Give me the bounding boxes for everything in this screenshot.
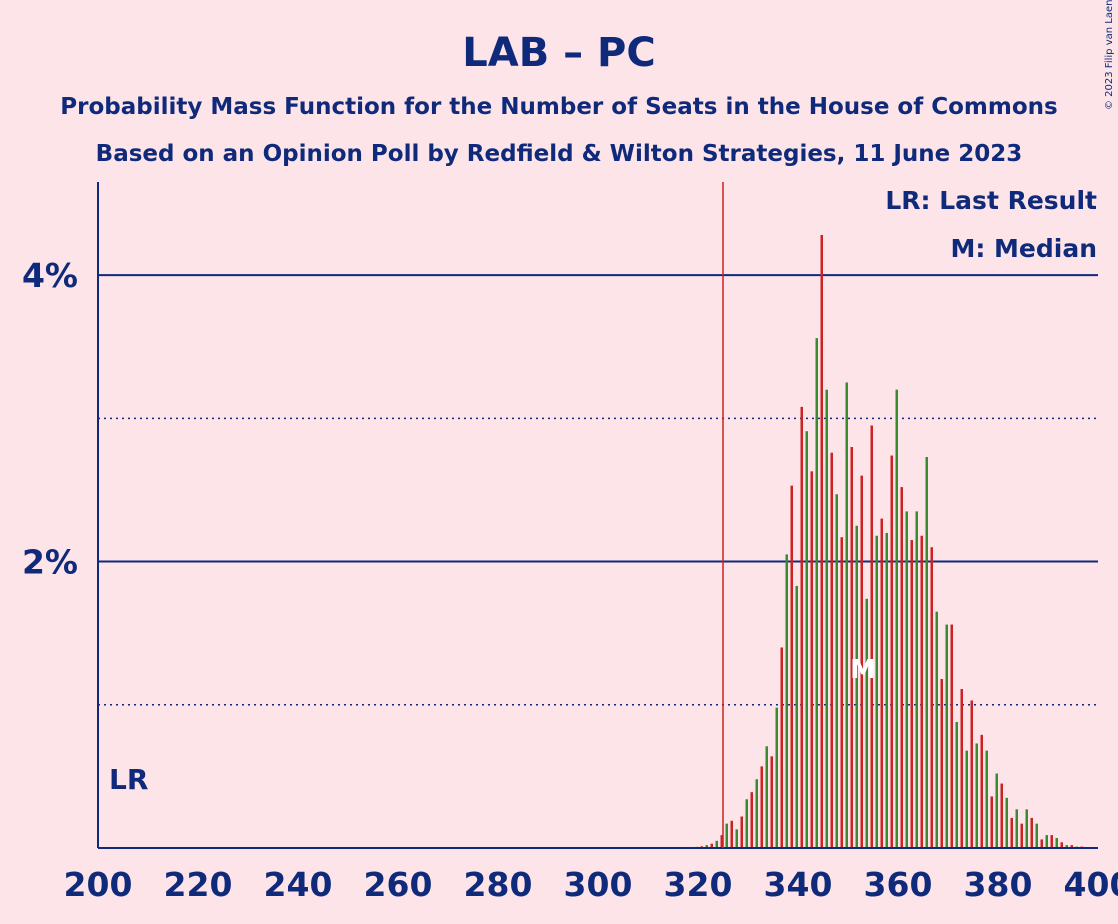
- bar: [1035, 823, 1038, 848]
- bar: [1000, 783, 1003, 848]
- bar: [820, 234, 823, 849]
- x-tick-label: 400: [1064, 865, 1118, 904]
- median-label: M: [850, 655, 876, 685]
- bar: [775, 707, 778, 848]
- copyright-text: © 2023 Filip van Laenen: [1104, 0, 1115, 110]
- x-tick-label: 300: [564, 865, 633, 904]
- bar: [860, 475, 863, 848]
- bar: [1020, 823, 1023, 848]
- bar: [705, 845, 708, 848]
- bar: [770, 756, 773, 848]
- bar: [910, 540, 913, 848]
- bar: [725, 823, 728, 848]
- chart-subtitle-1: Probability Mass Function for the Number…: [60, 94, 1057, 120]
- bar: [930, 547, 933, 848]
- bar: [845, 382, 848, 848]
- bars: [685, 234, 1098, 849]
- chart-subtitle-2: Based on an Opinion Poll by Redfield & W…: [96, 141, 1023, 167]
- y-tick-label: 2%: [22, 543, 78, 582]
- bar: [890, 455, 893, 848]
- x-tick-label: 220: [164, 865, 233, 904]
- bar: [920, 535, 923, 848]
- bar: [810, 471, 813, 848]
- bar: [915, 511, 918, 848]
- bar: [875, 535, 878, 848]
- bar: [735, 829, 738, 848]
- chart-title: LAB – PC: [462, 30, 655, 76]
- y-tick-label: 4%: [22, 256, 78, 295]
- bar: [995, 773, 998, 848]
- bar: [715, 840, 718, 848]
- bar: [885, 532, 888, 848]
- bar: [765, 746, 768, 848]
- bar: [785, 554, 788, 848]
- bar: [870, 425, 873, 848]
- bar: [755, 779, 758, 848]
- bar: [1060, 842, 1063, 848]
- axes: [97, 182, 1098, 849]
- bar: [865, 598, 868, 848]
- bar: [745, 799, 748, 848]
- bar: [1065, 845, 1068, 848]
- bar: [1015, 809, 1018, 848]
- bar: [950, 624, 953, 848]
- bar: [830, 452, 833, 848]
- bar: [740, 816, 743, 848]
- bar: [825, 389, 828, 848]
- bar: [760, 766, 763, 848]
- bar: [955, 721, 958, 848]
- bar: [990, 796, 993, 848]
- bar: [985, 750, 988, 848]
- bar: [1045, 835, 1048, 848]
- bar: [970, 700, 973, 848]
- x-tick-label: 380: [964, 865, 1033, 904]
- bar: [795, 585, 798, 848]
- bar: [895, 389, 898, 848]
- bar: [905, 511, 908, 848]
- bar: [850, 446, 853, 848]
- bar: [1055, 837, 1058, 848]
- bar: [750, 792, 753, 848]
- bar: [935, 611, 938, 848]
- bar: [835, 494, 838, 848]
- tick-labels: 200 220 240 260 280 300 320 340 360 380 400 2% 4%: [22, 256, 1118, 904]
- last-result-label: LR: [109, 763, 148, 796]
- bar: [925, 456, 928, 848]
- legend-last-result: LR: Last Result: [885, 186, 1097, 215]
- bar: [730, 820, 733, 848]
- bar: [975, 743, 978, 848]
- x-tick-label: 280: [464, 865, 533, 904]
- bar: [720, 835, 723, 848]
- bar: [1025, 809, 1028, 848]
- x-tick-label: 260: [364, 865, 433, 904]
- bar: [945, 624, 948, 848]
- bar: [790, 485, 793, 848]
- bar: [710, 843, 713, 848]
- bar: [880, 518, 883, 848]
- x-tick-label: 340: [764, 865, 833, 904]
- x-tick-label: 360: [864, 865, 933, 904]
- x-tick-label: 320: [664, 865, 733, 904]
- bar: [1005, 797, 1008, 848]
- bar: [780, 647, 783, 848]
- bar: [1040, 839, 1043, 848]
- bar: [940, 678, 943, 848]
- bar: [815, 338, 818, 848]
- bar: [960, 689, 963, 848]
- bar: [980, 734, 983, 848]
- legend-median: M: Median: [950, 234, 1097, 263]
- bar: [965, 750, 968, 848]
- bar: [855, 525, 858, 848]
- bar: [1050, 835, 1053, 848]
- x-tick-label: 240: [264, 865, 333, 904]
- x-tick-label: 200: [64, 865, 133, 904]
- bar: [800, 406, 803, 848]
- bar: [900, 487, 903, 848]
- bar: [1010, 817, 1013, 848]
- bar: [1070, 845, 1073, 848]
- bar: [1030, 817, 1033, 848]
- bar: [805, 431, 808, 848]
- bar: [840, 537, 843, 848]
